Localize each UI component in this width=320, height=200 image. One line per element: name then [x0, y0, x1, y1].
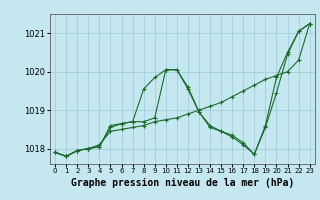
X-axis label: Graphe pression niveau de la mer (hPa): Graphe pression niveau de la mer (hPa) [71, 178, 294, 188]
